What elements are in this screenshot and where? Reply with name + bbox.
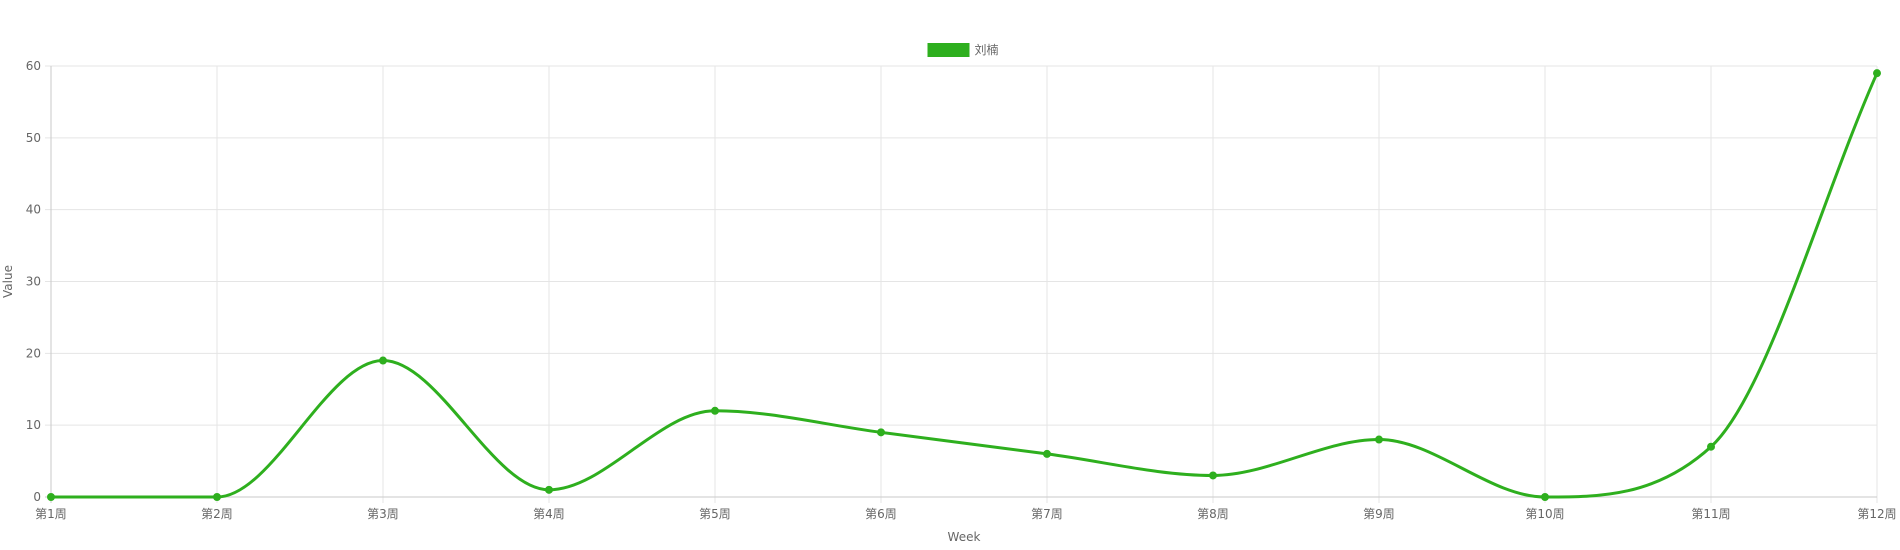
grid	[45, 65, 1878, 503]
data-point[interactable]	[1541, 493, 1549, 501]
x-tick-label: 第11周	[1691, 507, 1730, 521]
legend-label[interactable]: 刘楠	[975, 42, 999, 57]
y-tick-label: 60	[26, 59, 41, 73]
y-tick-label: 30	[26, 275, 41, 289]
x-tick-label: 第9周	[1363, 507, 1395, 521]
data-point[interactable]	[1873, 69, 1881, 78]
x-tick-label: 第1周	[35, 507, 67, 521]
x-tick-label: 第5周	[699, 507, 731, 521]
y-tick-label: 20	[26, 346, 41, 360]
x-tick-label: 第2周	[201, 507, 233, 521]
y-tick-label: 0	[33, 490, 41, 504]
y-tick-label: 50	[26, 131, 41, 145]
x-axis-title: Week	[948, 530, 981, 544]
y-tick-labels: 0 10 20 30 40 50 60	[26, 59, 41, 504]
x-tick-label: 第7周	[1031, 507, 1063, 521]
data-point[interactable]	[1209, 471, 1217, 480]
legend-swatch[interactable]	[927, 43, 970, 57]
x-tick-label: 第6周	[865, 507, 897, 521]
x-tick-label: 第3周	[367, 507, 399, 521]
x-tick-label: 第10周	[1525, 507, 1564, 521]
y-tick-label: 10	[26, 418, 41, 432]
axes	[45, 66, 1877, 503]
data-point[interactable]	[877, 428, 885, 437]
data-point[interactable]	[213, 493, 221, 501]
x-tick-label: 第8周	[1197, 507, 1229, 521]
y-tick-label: 40	[26, 203, 41, 217]
y-axis-title: Value	[1, 265, 15, 298]
series-line	[49, 71, 1879, 499]
legend[interactable]: 刘楠	[927, 42, 999, 57]
data-point[interactable]	[1375, 435, 1383, 444]
x-tick-label: 第4周	[533, 507, 565, 521]
series	[47, 69, 1881, 501]
x-tick-label: 第12周	[1857, 507, 1896, 521]
data-point[interactable]	[1707, 442, 1715, 451]
data-point[interactable]	[1043, 449, 1051, 458]
data-point[interactable]	[47, 493, 55, 501]
data-point[interactable]	[545, 485, 553, 494]
data-point[interactable]	[711, 406, 719, 415]
x-tick-labels: 第1周 第2周 第3周 第4周 第5周 第6周 第7周 第8周 第9周 第10周 第11周 第12周	[35, 507, 1896, 521]
data-point[interactable]	[379, 356, 387, 365]
